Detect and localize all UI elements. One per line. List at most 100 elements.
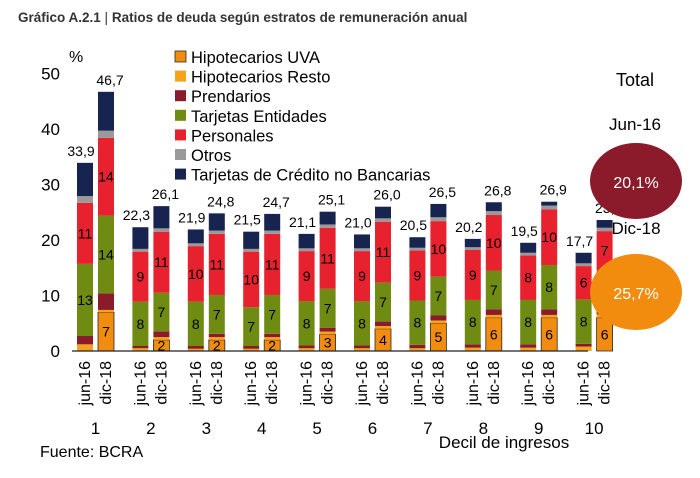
bar-total-label: 33,9 — [67, 143, 94, 159]
x-decile-label: 8 — [479, 419, 488, 438]
bar-segment — [596, 227, 613, 232]
bar-value-label: 9 — [303, 268, 311, 284]
x-period-label: jun-16 — [299, 361, 316, 407]
bar-segment — [485, 309, 502, 315]
bar-segment — [596, 231, 613, 270]
y-tick-label: 10 — [41, 287, 60, 306]
bar-total-label: 21,9 — [178, 209, 205, 225]
bar-total-label: 26,5 — [429, 184, 456, 200]
chart-label: Gráfico A.2.1 — [18, 10, 101, 25]
bar-value-label: 11 — [154, 254, 169, 270]
bar-value-label: 11 — [210, 256, 225, 272]
bar-segment — [187, 348, 204, 351]
x-period-label: jun-16 — [243, 361, 260, 407]
bar-segment — [153, 337, 170, 340]
x-decile-label: 6 — [368, 419, 377, 438]
bar-segment — [77, 196, 93, 203]
bar-segment — [298, 233, 315, 249]
bar-segment — [243, 307, 260, 347]
bar-value-label: 2 — [213, 337, 221, 353]
bar-segment — [575, 266, 592, 300]
bar-total-label: 21,0 — [344, 214, 371, 230]
bar-segment — [208, 230, 225, 234]
bar-segment — [430, 217, 447, 222]
source-note: Fuente: BCRA — [40, 444, 144, 461]
bar-value-label: 7 — [324, 300, 332, 316]
x-period-label: jun-16 — [354, 361, 371, 407]
bar-segment — [409, 344, 426, 349]
bar-segment — [575, 252, 592, 264]
bar-value-label: 9 — [137, 269, 145, 285]
y-tick-label: 40 — [41, 120, 60, 139]
bar-segment — [409, 348, 426, 351]
x-period-label: dic-18 — [430, 361, 447, 405]
bar-segment — [132, 251, 149, 302]
bar-segment — [520, 347, 537, 351]
bar-total-label: 26,9 — [540, 182, 567, 198]
bar-segment — [243, 231, 260, 249]
bar-value-label: 10 — [243, 271, 259, 287]
bar-value-label: 7 — [379, 294, 387, 310]
bar-segment — [153, 231, 170, 293]
bar-segment — [77, 202, 93, 264]
bar-segment — [132, 346, 149, 349]
bar-value-label: 2 — [158, 337, 166, 353]
x-period-label: dic-18 — [320, 361, 337, 405]
bar-segment — [243, 348, 260, 351]
x-decile-label: 1 — [91, 419, 100, 438]
bar-segment — [132, 348, 149, 351]
bar-segment — [354, 248, 370, 252]
bar-segment — [464, 238, 481, 248]
bar-value-label: 7 — [601, 243, 609, 259]
bar-total-label: 46,7 — [96, 72, 123, 88]
bar-value-label: 9 — [358, 268, 366, 284]
bar-segment — [596, 220, 613, 228]
bar-segment — [98, 309, 114, 313]
bar-total-label: 24,8 — [207, 193, 234, 209]
bar-value-label: 8 — [137, 316, 145, 332]
bar-total-label: 24,7 — [263, 194, 290, 210]
summary-jun-ellipse — [590, 143, 682, 219]
bar-segment — [132, 227, 149, 249]
bar-segment — [541, 209, 558, 265]
x-period-label: dic-18 — [209, 361, 226, 405]
y-tick-label: 20 — [41, 231, 60, 250]
bar-segment — [354, 348, 370, 351]
bar-value-label: 7 — [247, 319, 255, 335]
bar-segment — [375, 326, 391, 329]
x-period-label: dic-18 — [264, 361, 281, 405]
bar-segment — [409, 237, 426, 248]
x-period-label: dic-18 — [153, 361, 170, 405]
bar-total-label: 25,1 — [318, 192, 345, 208]
x-decile-label: 2 — [146, 419, 155, 438]
bar-segment — [520, 242, 537, 253]
bar-value-label: 4 — [379, 332, 387, 348]
bar-value-label: 8 — [414, 315, 422, 331]
bar-total-label: 20,2 — [455, 219, 482, 235]
legend-label: Hipotecarios UVA — [191, 49, 320, 67]
x-period-label: jun-16 — [576, 361, 593, 407]
legend-swatch — [174, 50, 187, 63]
bar-segment — [409, 247, 426, 251]
x-decile-label: 9 — [534, 419, 543, 438]
bar-value-label: 5 — [435, 329, 443, 345]
x-period-label: dic-18 — [541, 361, 558, 405]
bar-segment — [298, 251, 315, 302]
bar-segment — [464, 299, 481, 345]
bar-segment — [541, 205, 558, 210]
bar-value-label: 8 — [303, 315, 311, 331]
bar-segment — [541, 309, 558, 315]
bar-segment — [153, 206, 170, 229]
bar-segment — [98, 215, 114, 294]
bar-value-label: 9 — [469, 267, 477, 283]
bar-segment — [264, 333, 281, 338]
bar-segment — [520, 299, 537, 345]
legend-swatch — [175, 109, 186, 121]
bar-segment — [208, 213, 225, 231]
bar-segment — [319, 327, 336, 332]
bar-segment — [430, 276, 447, 316]
bar-segment — [520, 252, 537, 256]
bar-segment — [187, 301, 204, 347]
bar-value-label: 8 — [580, 314, 588, 330]
bar-segment — [575, 343, 592, 347]
